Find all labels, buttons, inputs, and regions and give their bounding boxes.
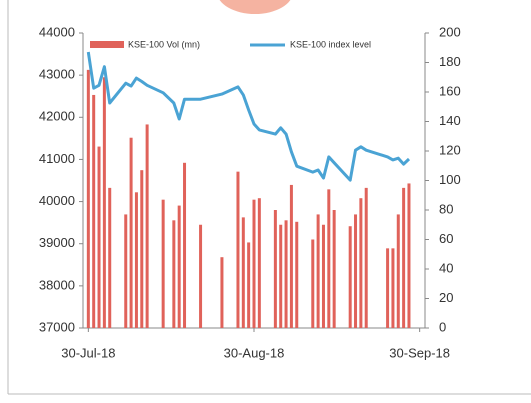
bar — [183, 162, 187, 328]
bar — [311, 239, 315, 328]
bar — [289, 184, 293, 328]
bar — [284, 220, 288, 328]
bar — [220, 257, 224, 328]
bar — [161, 199, 165, 328]
bar — [295, 221, 299, 328]
bar — [386, 248, 390, 328]
legend-label: KSE-100 index level — [290, 39, 371, 49]
x-tick-label: 30-Jul-18 — [61, 345, 115, 360]
y-tick-label: 39000 — [39, 235, 75, 250]
legend-label: KSE-100 Vol (mn) — [128, 39, 200, 49]
bar — [252, 199, 256, 328]
bar — [129, 137, 133, 328]
x-tick-label: 30-Sep-18 — [389, 345, 450, 360]
y-tick-label: 40000 — [39, 193, 75, 208]
y2-tick-label: 120 — [439, 142, 461, 157]
y-tick-label: 38000 — [39, 277, 75, 292]
y2-tick-label: 0 — [439, 319, 446, 334]
bar — [332, 210, 336, 328]
bar — [257, 198, 261, 328]
bar — [236, 171, 240, 328]
bar — [247, 242, 251, 328]
line — [86, 51, 411, 182]
y-tick-label: 41000 — [39, 151, 75, 166]
bar — [279, 224, 283, 328]
bar — [396, 214, 400, 328]
bar — [140, 170, 144, 328]
bar — [348, 226, 352, 328]
decor — [219, 0, 291, 14]
bar — [327, 189, 331, 328]
x-tick-label: 30-Aug-18 — [224, 345, 285, 360]
bar — [316, 214, 320, 328]
bar — [177, 205, 181, 328]
bar — [273, 210, 277, 328]
bar — [108, 187, 112, 328]
bar — [402, 187, 406, 328]
y2-tick-label: 80 — [439, 201, 453, 216]
bar — [124, 214, 128, 328]
y2-tick-label: 100 — [439, 172, 461, 187]
y2-tick-label: 20 — [439, 290, 453, 305]
bar — [97, 146, 101, 328]
y-tick-label: 42000 — [39, 109, 75, 124]
y2-tick-label: 40 — [439, 260, 453, 275]
y-tick-label: 43000 — [39, 67, 75, 82]
bar — [92, 94, 96, 328]
bar — [102, 77, 106, 328]
bar — [359, 198, 363, 328]
bar — [134, 192, 138, 328]
bar — [354, 214, 358, 328]
legend-swatch — [90, 41, 124, 48]
y2-tick-label: 140 — [439, 113, 461, 128]
bar — [364, 187, 368, 328]
bar — [172, 220, 176, 328]
bar — [321, 224, 325, 328]
y2-tick-label: 200 — [439, 24, 461, 39]
bar — [391, 248, 395, 328]
y2-tick-label: 180 — [439, 54, 461, 69]
y-tick-label: 37000 — [39, 319, 75, 334]
y2-tick-label: 60 — [439, 231, 453, 246]
bar — [199, 224, 203, 328]
bar — [145, 124, 149, 328]
bar — [241, 217, 245, 328]
bar — [407, 183, 411, 328]
y2-tick-label: 160 — [439, 83, 461, 98]
y-tick-label: 44000 — [39, 24, 75, 39]
bar — [86, 69, 90, 328]
